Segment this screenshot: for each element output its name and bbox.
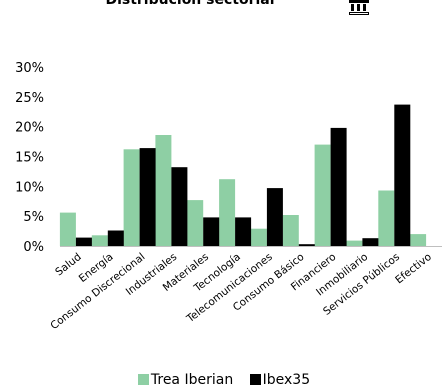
bar-ibex35 [171, 167, 188, 246]
y-tick-label: 30% [15, 61, 44, 76]
legend-label: Trea Iberian [150, 372, 234, 388]
bar-ibex35 [266, 188, 283, 246]
bar-trea-iberian [346, 240, 363, 246]
bar-ibex35 [107, 230, 124, 246]
bars [59, 104, 427, 246]
y-tick-label: 15% [15, 151, 44, 166]
bar-trea-iberian [250, 228, 267, 246]
bar-trea-iberian [219, 179, 236, 246]
bar-trea-iberian [123, 149, 140, 246]
bar-trea-iberian [155, 135, 172, 246]
bank-building-icon [349, 0, 369, 15]
y-axis: 0% 5% 10% 15% 20% 25% 30% [15, 61, 44, 255]
chart-title: Distribución sectorial [105, 0, 275, 8]
legend-item-ibex35: Ibex35 [249, 372, 311, 388]
bar-ibex35 [330, 127, 347, 246]
bar-trea-iberian [378, 190, 395, 246]
bar-ibex35 [298, 244, 315, 246]
bar-trea-iberian [91, 235, 108, 246]
bar-trea-iberian [282, 215, 299, 246]
bar-ibex35 [203, 217, 220, 246]
legend-swatch-ibex35 [249, 374, 261, 385]
bar-trea-iberian [187, 200, 204, 246]
y-tick-label: 5% [23, 210, 44, 225]
legend-label: Ibex35 [262, 372, 311, 388]
legend-item-trea-iberian: Trea Iberian [137, 372, 234, 388]
bar-ibex35 [75, 237, 92, 246]
bar-trea-iberian [59, 212, 76, 246]
y-tick-label: 25% [15, 91, 44, 106]
y-tick-label: 0% [23, 240, 44, 255]
legend-swatch-trea-iberian [137, 374, 149, 385]
bar-trea-iberian [314, 144, 331, 246]
bar-trea-iberian [410, 234, 427, 246]
y-tick-label: 10% [15, 180, 44, 195]
bar-ibex35 [235, 217, 252, 246]
bar-chart: 0% 5% 10% 15% 20% 25% 30% SaludEnergíaConsumo … [15, 61, 442, 332]
x-tick-label: Efectivo [393, 251, 434, 286]
legend: Trea Iberian Ibex35 [0, 372, 448, 388]
bar-ibex35 [139, 148, 156, 246]
bar-ibex35 [394, 104, 411, 246]
bar-ibex35 [362, 238, 379, 246]
y-tick-label: 20% [15, 121, 44, 136]
